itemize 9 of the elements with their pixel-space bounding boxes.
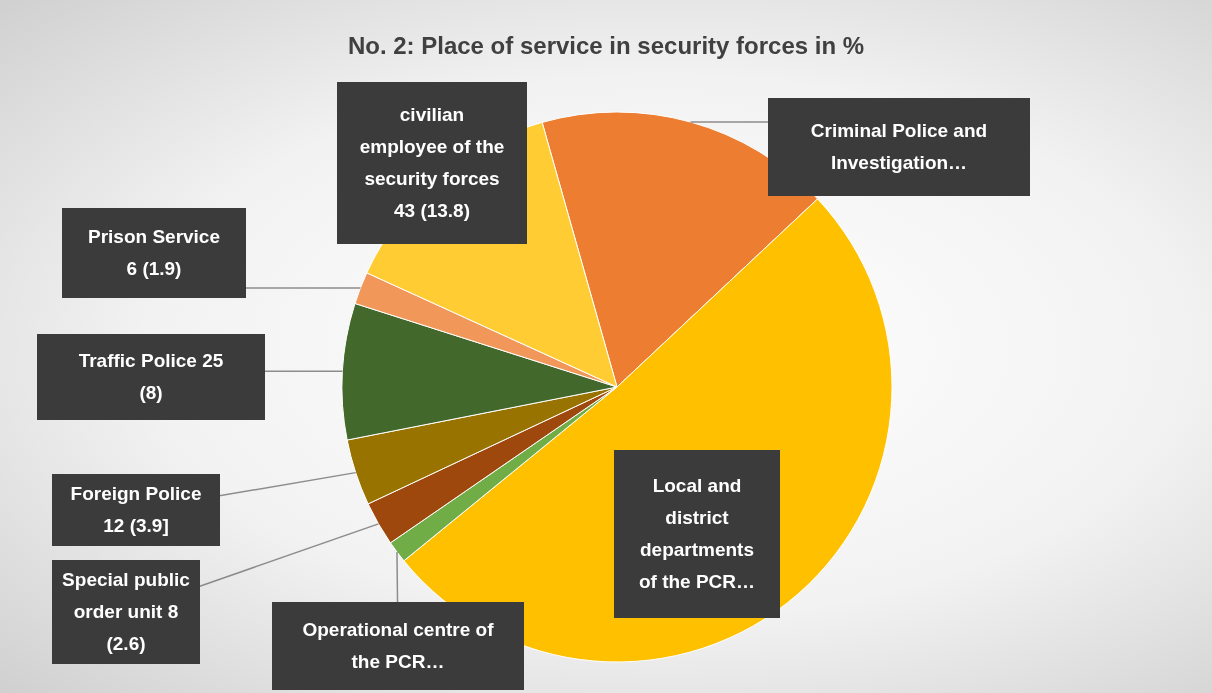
slice-label: Criminal Police and Investigation… xyxy=(768,98,1030,196)
slice-label: Local and district departments of the PCR… xyxy=(614,450,780,618)
chart-title: No. 2: Place of service in security forces in % xyxy=(346,32,866,60)
slice-label: Traffic Police 25 (8) xyxy=(37,334,265,420)
slice-label: civilian employee of the security forces 43 (13.8) xyxy=(337,82,527,244)
slice-label: Special public order unit 8 (2.6) xyxy=(52,560,200,664)
slice-label: Operational centre of the PCR… xyxy=(272,602,524,690)
slice-label: Foreign Police 12 (3.9] xyxy=(52,474,220,546)
slice-label: Prison Service 6 (1.9) xyxy=(62,208,246,298)
